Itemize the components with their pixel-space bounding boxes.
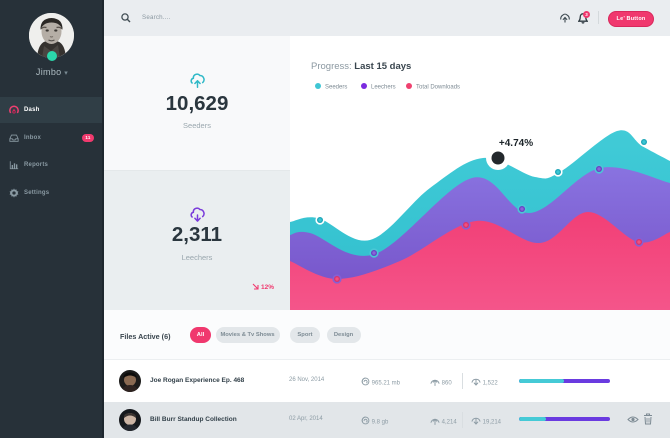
svg-text:+4.74%: +4.74% [499,138,533,149]
